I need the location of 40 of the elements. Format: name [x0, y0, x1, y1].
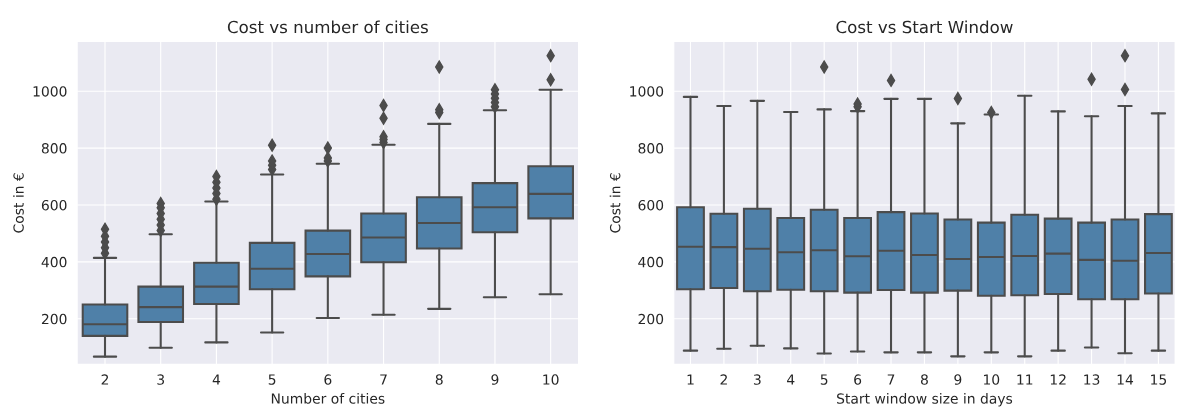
x-tick-label: 3	[157, 374, 165, 385]
chart-title: Cost vs Start Window	[836, 20, 1013, 34]
x-tick-label: 7	[887, 374, 895, 385]
y-tick-label: 800	[41, 143, 67, 154]
y-axis-title: Cost in €	[609, 173, 621, 233]
x-tick-label: 5	[820, 374, 828, 385]
y-tick-label: 800	[638, 143, 664, 154]
x-tick-label: 8	[920, 374, 928, 385]
y-axis-title: Cost in €	[13, 173, 24, 233]
x-tick-label: 8	[435, 374, 443, 385]
x-tick-label: 4	[787, 374, 795, 385]
x-tick-label: 10	[543, 374, 559, 385]
x-tick-label: 5	[268, 374, 276, 385]
x-tick-label: 10	[983, 374, 1000, 385]
x-tick-label: 1	[687, 374, 694, 385]
y-tick-label: 400	[41, 256, 67, 268]
x-tick-label: 2	[101, 374, 109, 385]
x-tick-label: 15	[1151, 374, 1167, 385]
x-tick-label: 7	[380, 374, 387, 385]
y-tick-label: 600	[638, 199, 664, 211]
y-tick-label: 1000	[33, 86, 67, 97]
x-axis-title: Number of cities	[271, 393, 385, 404]
y-tick-label: 1000	[630, 86, 664, 97]
x-tick-label: 9	[491, 374, 499, 385]
x-tick-label: 6	[324, 374, 332, 385]
y-tick-label: 200	[638, 313, 664, 325]
x-tick-label: 14	[1117, 374, 1134, 385]
chart-title: Cost vs number of cities	[227, 20, 428, 34]
x-tick-label: 13	[1084, 374, 1100, 385]
x-tick-label: 6	[854, 374, 862, 385]
x-tick-label: 12	[1050, 374, 1066, 385]
y-tick-label: 600	[41, 199, 67, 211]
y-tick-label: 200	[41, 313, 67, 325]
y-tick-label: 400	[638, 256, 664, 268]
x-tick-label: 2	[720, 374, 727, 385]
x-tick-label: 11	[1017, 374, 1033, 385]
x-tick-label: 4	[212, 374, 221, 385]
x-tick-label: 3	[753, 374, 761, 385]
x-axis-title: Start window size in days	[837, 393, 1013, 407]
x-tick-label: 9	[954, 374, 962, 385]
